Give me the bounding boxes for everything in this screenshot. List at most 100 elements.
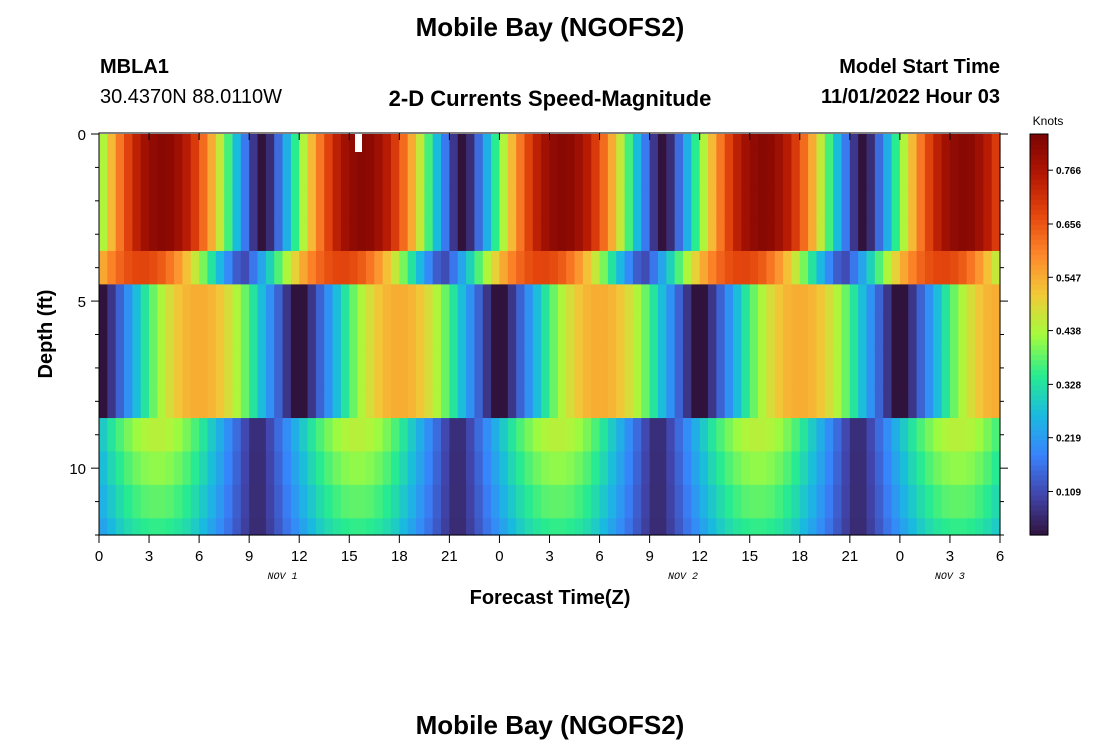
heatmap-cell bbox=[140, 484, 150, 519]
heatmap-cell bbox=[474, 451, 484, 486]
heatmap-cell bbox=[474, 217, 484, 252]
heatmap-cell bbox=[616, 250, 626, 285]
heatmap-cell bbox=[165, 418, 175, 453]
heatmap-cell bbox=[390, 351, 400, 386]
heatmap-cell bbox=[916, 317, 926, 352]
heatmap-cell bbox=[115, 451, 125, 486]
heatmap-cell bbox=[249, 150, 259, 185]
heatmap-cell bbox=[649, 418, 659, 453]
heatmap-cell bbox=[599, 351, 609, 386]
heatmap-cell bbox=[899, 484, 909, 519]
heatmap-cell bbox=[449, 484, 459, 519]
heatmap-cell bbox=[491, 418, 501, 453]
heatmap-cell bbox=[482, 384, 492, 419]
heatmap-cell bbox=[399, 418, 409, 453]
heatmap-cell bbox=[274, 384, 284, 419]
heatmap-cell bbox=[107, 484, 117, 519]
heatmap-cell bbox=[449, 284, 459, 319]
heatmap-cell bbox=[199, 384, 209, 419]
colorbar-segment bbox=[1030, 479, 1048, 486]
heatmap-cell bbox=[641, 351, 651, 386]
heatmap-cell bbox=[282, 518, 292, 536]
heatmap-cell bbox=[224, 284, 234, 319]
heatmap-cell bbox=[199, 250, 209, 285]
heatmap-cell bbox=[307, 484, 317, 519]
heatmap-cell bbox=[916, 250, 926, 285]
heatmap-cell bbox=[991, 484, 1001, 519]
heatmap-cell bbox=[699, 451, 709, 486]
heatmap-cell bbox=[457, 351, 467, 386]
heatmap-cell bbox=[232, 184, 242, 219]
heatmap-cell bbox=[966, 150, 976, 185]
heatmap-cell bbox=[140, 150, 150, 185]
heatmap-cell bbox=[674, 184, 684, 219]
heatmap-cell bbox=[674, 217, 684, 252]
heatmap-cell bbox=[307, 418, 317, 453]
heatmap-cell bbox=[532, 518, 542, 536]
heatmap-cell bbox=[741, 518, 751, 536]
heatmap-cell bbox=[416, 351, 425, 386]
heatmap-cell bbox=[574, 418, 584, 453]
heatmap-cell bbox=[649, 451, 659, 486]
heatmap-cell bbox=[274, 150, 284, 185]
heatmap-cell bbox=[199, 184, 209, 219]
heatmap-cell bbox=[566, 217, 576, 252]
heatmap-cell bbox=[616, 351, 626, 386]
heatmap-cell bbox=[958, 317, 968, 352]
heatmap-cell bbox=[174, 317, 184, 352]
heatmap-cell bbox=[390, 284, 400, 319]
heatmap-cell bbox=[349, 451, 359, 486]
heatmap-cell bbox=[774, 284, 784, 319]
heatmap-cell bbox=[791, 284, 801, 319]
heatmap-cell bbox=[349, 250, 359, 285]
heatmap-cell bbox=[157, 134, 167, 152]
heatmap-cell bbox=[265, 484, 275, 519]
heatmap-cell bbox=[983, 384, 993, 419]
heatmap-cell bbox=[516, 250, 526, 285]
heatmap-cell bbox=[824, 150, 834, 185]
heatmap-cell bbox=[99, 351, 108, 386]
heatmap-cell bbox=[265, 217, 275, 252]
colorbar-unit: Knots bbox=[1033, 114, 1064, 128]
heatmap-cell bbox=[340, 150, 350, 185]
heatmap-cell bbox=[174, 134, 184, 152]
heatmap-cell bbox=[666, 284, 676, 319]
heatmap-cell bbox=[482, 184, 492, 219]
heatmap-cell bbox=[774, 418, 784, 453]
colorbar-segment bbox=[1030, 314, 1048, 321]
heatmap-cell bbox=[224, 250, 234, 285]
colorbar-segment bbox=[1030, 319, 1048, 326]
heatmap-cell bbox=[916, 451, 926, 486]
heatmap-cell bbox=[674, 150, 684, 185]
heatmap-cell bbox=[766, 184, 776, 219]
heatmap-cell bbox=[182, 351, 192, 386]
heatmap-cell bbox=[324, 150, 334, 185]
heatmap-cell bbox=[416, 184, 425, 219]
heatmap-cell bbox=[974, 150, 984, 185]
heatmap-cell bbox=[749, 451, 759, 486]
heatmap-cell bbox=[933, 284, 943, 319]
colorbar-segment bbox=[1030, 494, 1048, 501]
heatmap-cell bbox=[107, 217, 117, 252]
heatmap-cell bbox=[582, 418, 592, 453]
heatmap-cell bbox=[182, 317, 192, 352]
date-label: NOV 3 bbox=[935, 572, 965, 583]
heatmap-cell bbox=[566, 284, 576, 319]
heatmap-cell bbox=[682, 317, 692, 352]
heatmap-cell bbox=[808, 317, 818, 352]
heatmap-cell bbox=[466, 217, 476, 252]
heatmap-cell bbox=[457, 384, 467, 419]
heatmap-cell bbox=[240, 484, 250, 519]
heatmap-cell bbox=[799, 317, 809, 352]
heatmap-cell bbox=[741, 351, 751, 386]
heatmap-cell bbox=[624, 250, 634, 285]
heatmap-cell bbox=[315, 484, 325, 519]
heatmap-cell bbox=[833, 150, 843, 185]
heatmap-cell bbox=[407, 384, 417, 419]
heatmap-cell bbox=[149, 317, 158, 352]
heatmap-cell bbox=[99, 284, 108, 319]
heatmap-cell bbox=[582, 518, 592, 536]
heatmap-cell bbox=[649, 317, 659, 352]
colorbar-segment bbox=[1030, 294, 1048, 301]
heatmap-cell bbox=[215, 317, 225, 352]
